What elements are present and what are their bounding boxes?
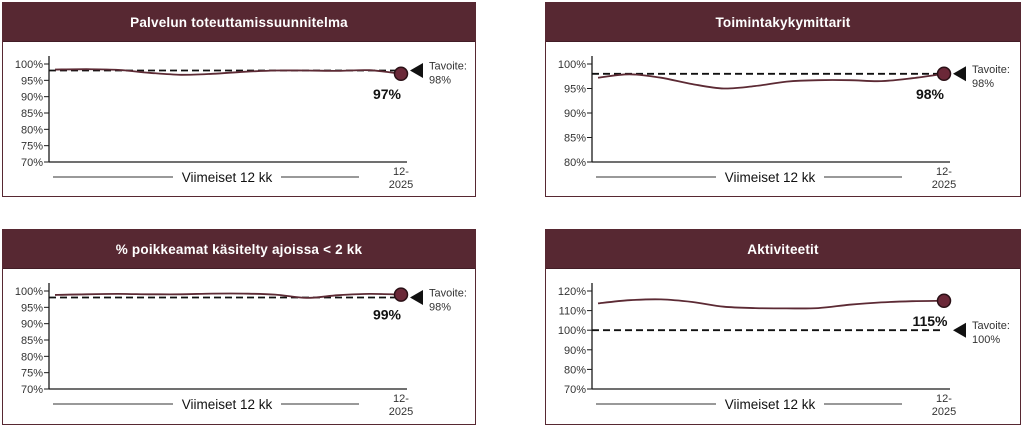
last-x-tick-line1: 12-: [936, 393, 952, 405]
y-tick-label: 85%: [21, 335, 43, 347]
series-line: [597, 72, 945, 90]
target-arrow-icon: [410, 63, 423, 79]
last-x-tick-line2: 2025: [932, 406, 956, 418]
end-value-label: 115%: [912, 313, 948, 329]
y-tick-label: 95%: [21, 302, 43, 314]
panel-title: Aktiviteetit: [546, 230, 1020, 269]
series-line: [54, 68, 402, 76]
target-label-line1: Tavoite:: [429, 288, 467, 300]
y-tick-label: 75%: [21, 141, 43, 153]
y-tick-label: 110%: [559, 306, 587, 318]
y-tick-label: 70%: [21, 384, 43, 396]
panel-title: Palvelun toteuttamissuunnitelma: [3, 3, 475, 42]
target-label-line1: Tavoite:: [972, 64, 1010, 76]
kpi-chart: 100% 95% 90% 85% 80% 75% 70% 99% Tavoite: 98% Viim…: [15, 283, 467, 418]
last-x-tick-line1: 12-: [936, 166, 952, 178]
y-tick-label: 95%: [21, 75, 43, 87]
y-tick-label: 80%: [564, 157, 586, 169]
y-tick-label: 80%: [21, 351, 43, 363]
end-marker: [936, 66, 952, 82]
y-tick-label: 100%: [558, 325, 586, 337]
y-tick-label: 90%: [564, 108, 586, 120]
target-label-line2: 98%: [972, 78, 994, 90]
kpi-chart: 120% 110% 100% 90% 80% 70% 115% Tavoite: 100% Vii…: [558, 283, 1010, 418]
target-label-line1: Tavoite:: [429, 61, 467, 73]
x-axis-label: Viimeiset 12 kk: [725, 397, 816, 412]
x-axis-label: Viimeiset 12 kk: [182, 170, 273, 185]
panel-title: Toimintakykymittarit: [546, 3, 1020, 42]
target-arrow-icon: [410, 290, 423, 306]
chart-area: 100% 95% 90% 85% 80% 98% Tavoite: 98% Viimeiset …: [546, 42, 1020, 196]
y-tick-label: 85%: [21, 108, 43, 120]
kpi-chart: 100% 95% 90% 85% 80% 98% Tavoite: 98% Viimeiset …: [558, 56, 1010, 191]
kpi-panel-palvelun-toteuttamissuunnitelma: Palvelun toteuttamissuunnitelma 100% 95% 9…: [2, 2, 476, 197]
y-tick-label: 90%: [564, 345, 586, 357]
kpi-chart: 100% 95% 90% 85% 80% 75% 70% 97% Tavoite: 98% Viim…: [15, 56, 467, 191]
end-value-label: 98%: [916, 86, 945, 102]
y-tick-label: 80%: [21, 124, 43, 136]
series-line: [54, 292, 402, 299]
chart-area: 100% 95% 90% 85% 80% 75% 70% 97% Tavoite: 98% Viim…: [3, 42, 475, 196]
panel-title: % poikkeamat käsitelty ajoissa < 2 kk: [3, 230, 475, 269]
end-marker: [936, 293, 952, 309]
y-tick-label: 100%: [15, 59, 43, 71]
kpi-panel-toimintakykymittarit: Toimintakykymittarit 100% 95% 90% 85% 80% 98%…: [545, 2, 1021, 197]
y-tick-label: 85%: [564, 133, 586, 145]
y-tick-label: 100%: [558, 59, 586, 71]
y-tick-label: 95%: [564, 84, 586, 96]
series-line: [597, 298, 945, 310]
kpi-panel-poikkeamat: % poikkeamat käsitelty ajoissa < 2 kk 10…: [2, 229, 476, 425]
last-x-tick-line2: 2025: [932, 179, 956, 191]
y-tick-label: 120%: [558, 286, 586, 298]
target-label-line2: 100%: [972, 334, 1000, 346]
last-x-tick-line2: 2025: [389, 406, 413, 418]
y-tick-label: 70%: [21, 157, 43, 169]
chart-area: 120% 110% 100% 90% 80% 70% 115% Tavoite: 100% Vii…: [546, 269, 1020, 424]
y-tick-label: 75%: [21, 368, 43, 380]
target-arrow-icon: [953, 322, 966, 338]
x-axis-label: Viimeiset 12 kk: [182, 397, 273, 412]
last-x-tick-line1: 12-: [393, 166, 409, 178]
target-label-line2: 98%: [429, 302, 451, 314]
kpi-panel-aktiviteetit: Aktiviteetit 120% 110% 100% 90% 80% 70% 115% Ta…: [545, 229, 1021, 425]
end-marker: [393, 287, 409, 302]
end-marker: [393, 66, 409, 82]
y-tick-label: 80%: [564, 364, 586, 376]
end-value-label: 97%: [373, 86, 402, 102]
y-tick-label: 90%: [21, 319, 43, 331]
target-label-line1: Tavoite:: [972, 320, 1010, 332]
y-tick-label: 90%: [21, 92, 43, 104]
y-tick-label: 70%: [564, 384, 586, 396]
target-label-line2: 98%: [429, 75, 451, 87]
end-value-label: 99%: [373, 307, 402, 323]
last-x-tick-line1: 12-: [393, 393, 409, 405]
x-axis-label: Viimeiset 12 kk: [725, 170, 816, 185]
target-arrow-icon: [953, 66, 966, 82]
chart-area: 100% 95% 90% 85% 80% 75% 70% 99% Tavoite: 98% Viim…: [3, 269, 475, 424]
last-x-tick-line2: 2025: [389, 179, 413, 191]
y-tick-label: 100%: [15, 286, 43, 298]
